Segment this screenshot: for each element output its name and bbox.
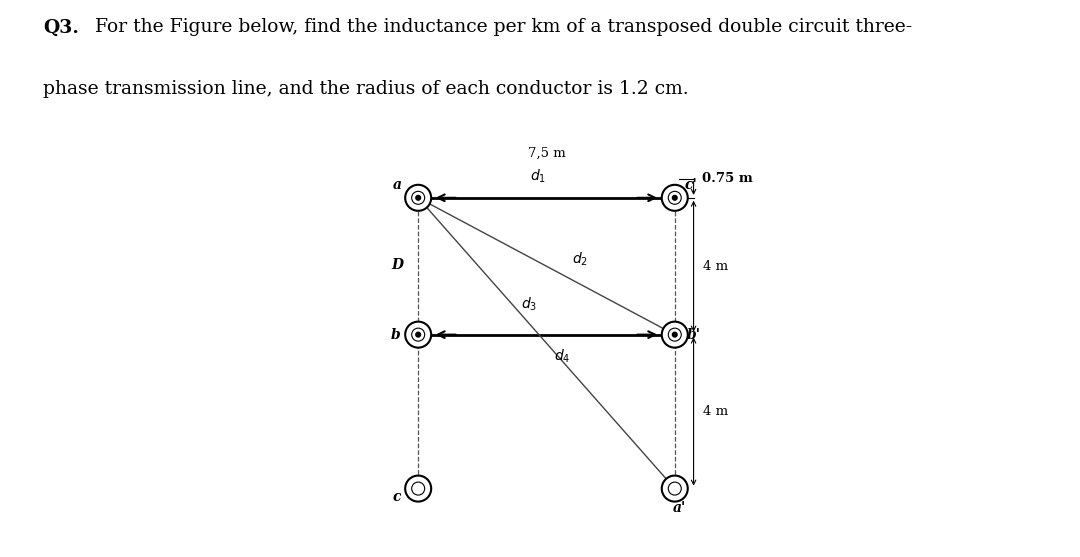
Text: $d_3$: $d_3$ <box>521 295 537 312</box>
Text: a: a <box>392 178 402 192</box>
Circle shape <box>673 333 677 337</box>
Text: For the Figure below, find the inductance per km of a transposed double circuit : For the Figure below, find the inductanc… <box>89 18 912 36</box>
Circle shape <box>405 321 431 348</box>
Text: Q3.: Q3. <box>43 18 79 36</box>
Circle shape <box>405 476 431 502</box>
Circle shape <box>662 185 688 211</box>
Text: 0.75 m: 0.75 m <box>702 173 753 185</box>
Circle shape <box>662 321 688 348</box>
Text: a': a' <box>673 501 687 515</box>
Text: 7,5 m: 7,5 m <box>528 147 565 160</box>
Text: phase transmission line, and the radius of each conductor is 1.2 cm.: phase transmission line, and the radius … <box>43 80 689 97</box>
Text: c: c <box>393 490 402 504</box>
Text: $d_1$: $d_1$ <box>530 168 546 185</box>
Circle shape <box>662 476 688 502</box>
Circle shape <box>416 196 420 200</box>
Text: c': c' <box>685 178 698 192</box>
Text: $d_4$: $d_4$ <box>554 348 570 365</box>
Text: $d_2$: $d_2$ <box>572 251 589 268</box>
Circle shape <box>673 196 677 200</box>
Text: 4 m: 4 m <box>703 405 728 418</box>
Text: 4 m: 4 m <box>703 260 728 273</box>
Circle shape <box>405 185 431 211</box>
Text: b: b <box>391 328 401 341</box>
Text: b': b' <box>687 328 701 341</box>
Circle shape <box>416 333 420 337</box>
Text: D: D <box>392 257 404 271</box>
